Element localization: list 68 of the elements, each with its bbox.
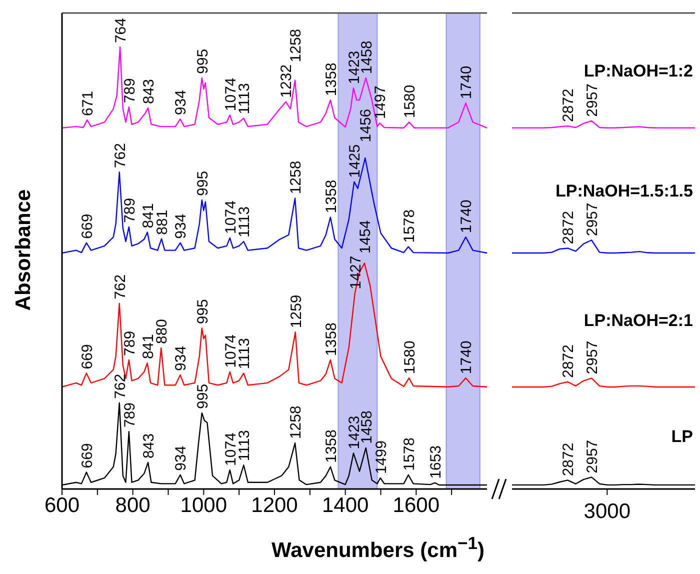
annotation: 1578	[400, 209, 418, 243]
annotation: 1358	[322, 180, 340, 214]
text: 3000	[584, 500, 631, 523]
annotation: 1258	[287, 406, 304, 440]
annotation: 1580	[401, 84, 418, 118]
annotation: 934	[172, 214, 190, 239]
annotation: 843	[140, 433, 158, 458]
annotation: 1358	[322, 322, 340, 356]
annotation: 669	[78, 214, 96, 239]
annotation: 1580	[401, 340, 418, 374]
text: LP:NaOH=2:1	[584, 311, 693, 330]
annotation: 995	[194, 384, 212, 409]
annotation: 1458	[358, 40, 376, 74]
text: LP	[671, 426, 693, 446]
annotation: 1499	[372, 440, 390, 474]
x-tick-label: 1400	[322, 494, 369, 517]
x-tick-label: 1200	[251, 494, 298, 517]
annotation: 762	[112, 374, 129, 399]
annotation: 1258	[287, 28, 304, 62]
annotation: 1358	[322, 62, 340, 96]
annotation: 789	[121, 198, 138, 223]
annotation: 2957	[584, 202, 601, 236]
annotation: 1358	[322, 430, 340, 463]
annotation: 2872	[560, 88, 578, 122]
x-axis-title: Wavenumbers (cm$^{−1}$)	[272, 533, 484, 563]
annotation: 2872	[560, 442, 578, 476]
annotation: 1425	[346, 144, 364, 178]
x-tick-label: 800	[115, 494, 150, 517]
annotation: 934	[172, 90, 190, 116]
annotation: 934	[172, 446, 190, 471]
annotation: 1456	[358, 108, 375, 142]
annotation: 789	[121, 78, 138, 104]
annotation: 2957	[584, 440, 601, 474]
annotation: 2872	[560, 344, 578, 378]
annotation: 669	[78, 344, 96, 370]
y-axis-title: Absorbance	[12, 189, 36, 311]
annotation: 1578	[400, 437, 418, 471]
annotation: 1653	[427, 445, 444, 479]
annotation: 1458	[358, 410, 376, 444]
text: LP:NaOH=1.5:1.5	[556, 181, 693, 200]
annotation: 2957	[584, 340, 601, 374]
annotation: 934	[172, 346, 190, 371]
annotation: 789	[121, 402, 138, 428]
annotation: 671	[80, 90, 97, 116]
annotation: 762	[112, 143, 129, 168]
annotation: 1740	[458, 66, 476, 100]
annotation: 995	[194, 48, 212, 74]
annotation: 2957	[584, 83, 601, 117]
annotation: 1232	[278, 64, 296, 98]
annotation: 995	[194, 170, 212, 196]
annotation: 1740	[458, 340, 476, 374]
x-tick-label: 600	[44, 494, 80, 517]
annotation: 1259	[288, 294, 305, 328]
annotation: 1258	[287, 160, 304, 194]
annotation: 1497	[372, 86, 390, 120]
annotation: 669	[78, 443, 96, 468]
annotation: 1454	[356, 220, 374, 254]
text: LP:NaOH=1:2	[584, 61, 693, 80]
annotation: 1740	[458, 200, 476, 234]
annotation: 995	[194, 299, 212, 324]
annotation: 1427	[347, 256, 364, 290]
x-tick-label: 1600	[392, 494, 440, 517]
annotation: 762	[112, 274, 129, 300]
annotation: 789	[121, 330, 138, 356]
annotation: 2872	[560, 210, 578, 244]
annotation: 843	[140, 78, 158, 104]
annotation: 764	[112, 18, 130, 44]
x-tick-label: 1000	[180, 494, 228, 517]
